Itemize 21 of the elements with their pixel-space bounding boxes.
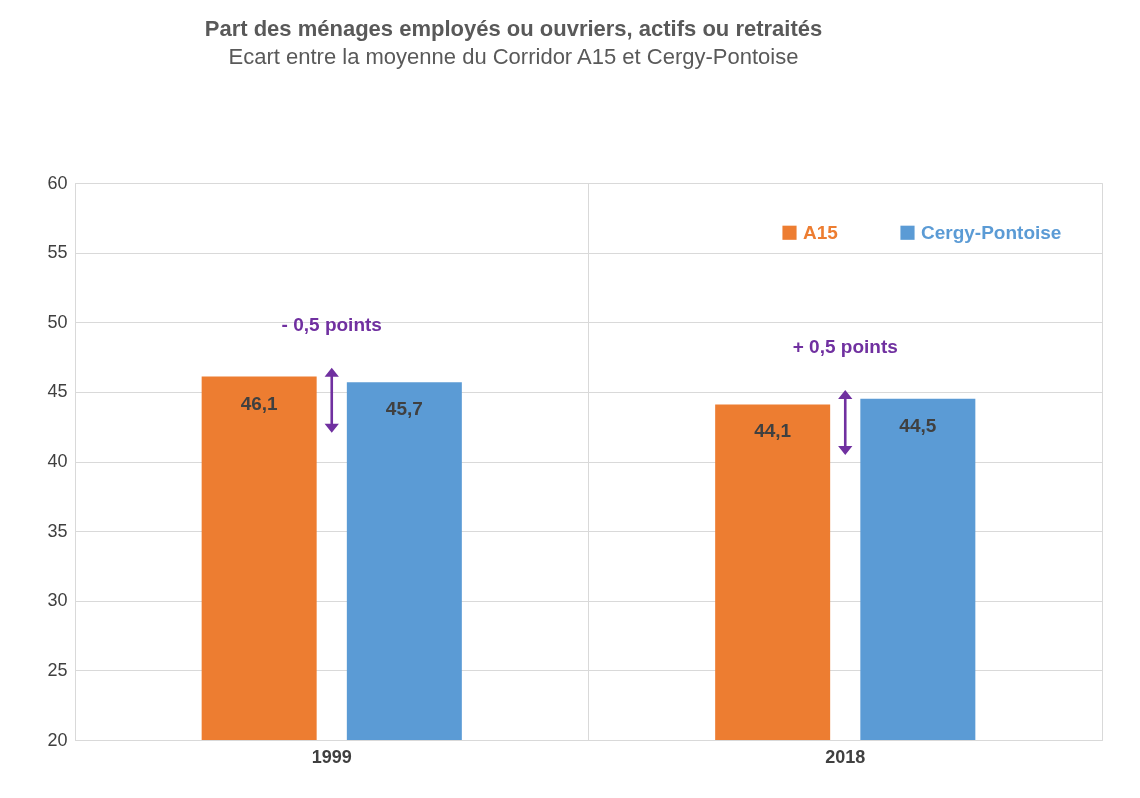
- data-label: 44,1: [754, 420, 792, 442]
- annotation: - 0,5 points: [281, 314, 382, 336]
- y-tick-label: 45: [47, 381, 68, 402]
- y-tick-label: 30: [47, 590, 68, 611]
- y-tick-label: 60: [47, 172, 68, 193]
- chart-subtitle: Ecart entre la moyenne du Corridor A15 et Cergy-Pontoise: [228, 44, 799, 69]
- legend-label: A15: [803, 221, 839, 243]
- y-tick-label: 40: [47, 451, 68, 471]
- data-label: 45,7: [385, 398, 423, 420]
- x-tick-label: 1999: [311, 746, 352, 767]
- y-tick-label: 50: [47, 311, 68, 332]
- legend-label: Cergy-Pontoise: [921, 221, 1062, 243]
- y-tick-label: 20: [47, 729, 68, 750]
- chart-title: Part des ménages employés ou ouvriers, actifs ou retraités: [204, 16, 823, 41]
- annotation: + 0,5 points: [792, 336, 898, 358]
- y-tick-label: 55: [47, 242, 68, 263]
- data-label: 44,5: [899, 414, 937, 436]
- data-label: 46,1: [240, 392, 279, 414]
- y-tick-label: 35: [47, 520, 68, 541]
- y-tick-label: 25: [47, 659, 68, 680]
- x-tick-label: 2018: [825, 746, 866, 767]
